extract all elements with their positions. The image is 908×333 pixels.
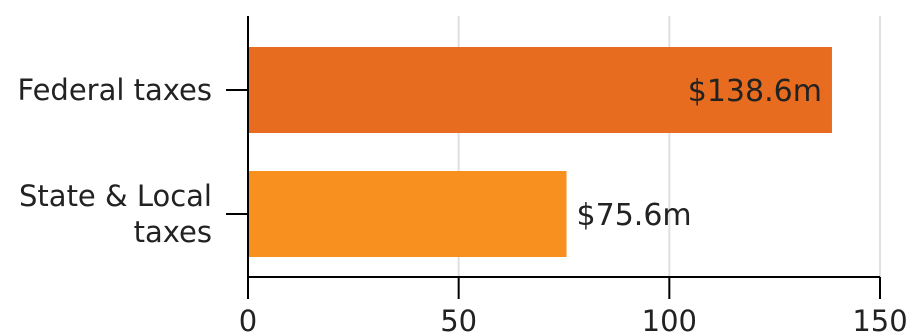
category-label-1: State & Local taxes (19, 179, 212, 249)
x-tick-label-1: 50 (440, 304, 477, 333)
category-label-0: Federal taxes (17, 73, 212, 107)
axes (226, 16, 881, 299)
data-label-0: $138.6m (688, 74, 822, 109)
x-tick-label-2: 100 (642, 304, 697, 333)
x-tick-label-0: 0 (239, 304, 257, 333)
x-tick-label-3: 150 (852, 304, 907, 333)
data-label-1: $75.6m (577, 198, 692, 233)
bar-0 (248, 47, 832, 133)
bar-1 (248, 171, 567, 257)
labels: $138.6m Federal taxes $75.6m State & Local t… (17, 73, 907, 333)
bars (248, 47, 832, 257)
